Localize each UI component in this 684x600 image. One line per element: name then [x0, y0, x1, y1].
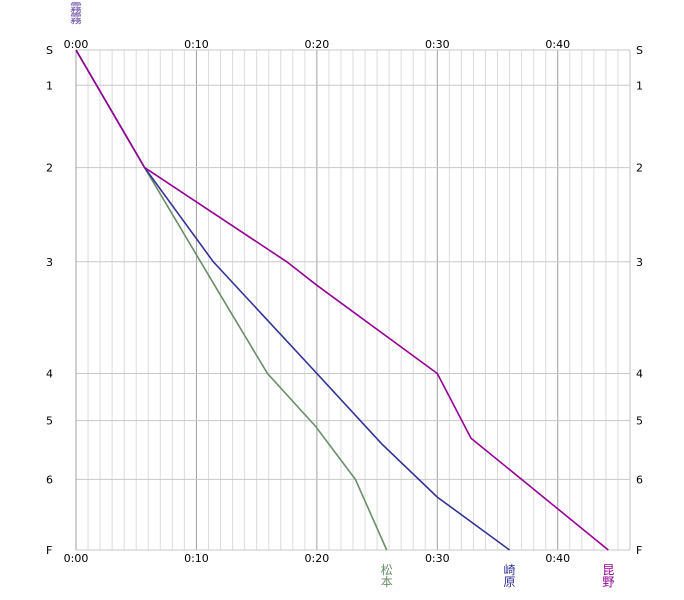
- station-label-right: 2: [636, 162, 643, 175]
- station-label-left: S: [46, 44, 53, 57]
- series-layer: [75, 49, 609, 551]
- x-tick-label-bottom: 0:40: [545, 552, 570, 565]
- x-tick-label-top: 0:00: [64, 38, 89, 51]
- station-label-right: S: [636, 44, 643, 57]
- station-label-left: 3: [46, 256, 53, 269]
- station-label-left: 1: [46, 79, 53, 92]
- x-tick-label-top: 0:40: [545, 38, 570, 51]
- station-label-left: 5: [46, 415, 53, 428]
- station-label-right: 4: [636, 368, 643, 381]
- station-label-left: 2: [46, 162, 53, 175]
- x-tick-label-top: 0:10: [184, 38, 209, 51]
- x-tick-label-top: 0:30: [425, 38, 450, 51]
- x-tick-label-top: 0:20: [305, 38, 330, 51]
- station-label-right: F: [636, 544, 642, 557]
- series-line: [75, 49, 388, 551]
- axis-layer: [75, 50, 631, 550]
- station-label-left: 6: [46, 473, 53, 486]
- station-label-right: 6: [636, 473, 643, 486]
- x-tick-label-bottom: 0:10: [184, 552, 209, 565]
- station-label-right: 5: [636, 415, 643, 428]
- series-line: [75, 49, 609, 551]
- station-label-right: 1: [636, 79, 643, 92]
- label-layer: 0:00 0:00 0:10 0:10 0:20 0:20 0:30 0:30 0:40 0:40…: [46, 1, 643, 589]
- station-label-left: F: [46, 544, 52, 557]
- station-label-right: 3: [636, 256, 643, 269]
- series-end-label: 松本: [381, 563, 393, 589]
- series-end-label: 昆野: [602, 563, 614, 589]
- x-tick-label-bottom: 0:30: [425, 552, 450, 565]
- origin-label: 霧霧: [70, 1, 82, 26]
- x-tick-label-bottom: 0:00: [64, 552, 89, 565]
- series-end-label: 崎原: [504, 563, 516, 589]
- grid-layer: [75, 49, 631, 551]
- station-label-left: 4: [46, 368, 53, 381]
- x-tick-label-bottom: 0:20: [305, 552, 330, 565]
